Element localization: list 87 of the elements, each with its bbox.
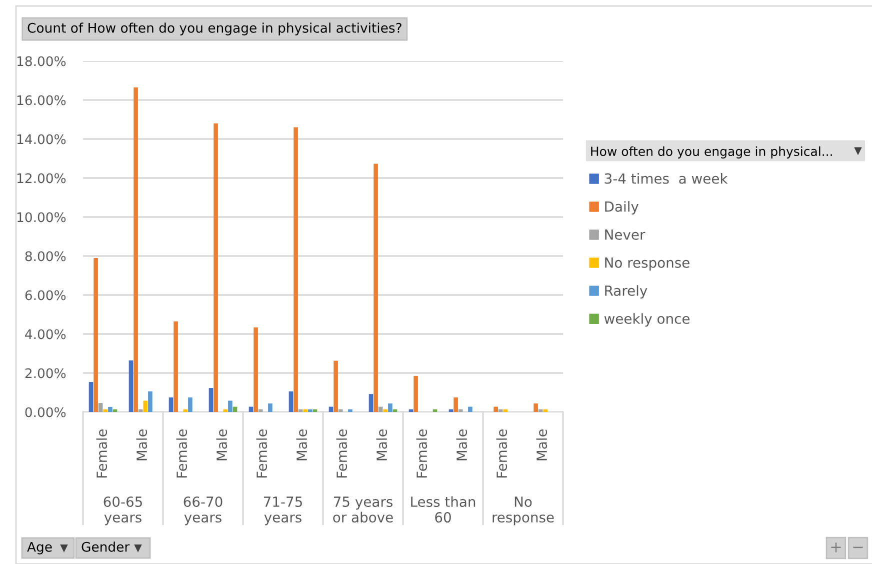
- bar: [258, 409, 263, 412]
- x-tick-label: Female: [496, 429, 508, 478]
- x-tick-label: Male: [536, 429, 548, 460]
- y-tick-label: 0.00%: [25, 407, 66, 418]
- x-tick-label: Female: [336, 429, 348, 478]
- bar: [148, 391, 152, 412]
- y-tick-label: 12.00%: [17, 173, 66, 184]
- text: 75 years or above: [333, 496, 393, 523]
- y-tick-label: 14.00%: [17, 134, 66, 144]
- y-tick-label: 18.00%: [17, 56, 66, 66]
- bar: [494, 406, 498, 412]
- bar: [538, 409, 543, 412]
- bar: [183, 409, 188, 412]
- bar: [303, 409, 308, 412]
- bar: [188, 397, 192, 412]
- bar: [88, 382, 94, 412]
- legend-title: How often do you engage in physical...: [591, 146, 832, 158]
- bar: [128, 360, 134, 412]
- bar: [254, 327, 258, 412]
- bar: [228, 400, 232, 412]
- bar: [143, 400, 148, 412]
- x-tick-label: Male: [376, 429, 388, 460]
- y-tick-label: 16.00%: [17, 95, 66, 106]
- bar: [348, 409, 352, 412]
- bar: [374, 164, 378, 412]
- bar: [383, 409, 388, 412]
- y-tick-label: 2.00%: [25, 368, 66, 378]
- bar: [108, 406, 112, 412]
- text: +: [831, 542, 841, 552]
- bar: [98, 403, 103, 412]
- text: 66-70 years: [184, 496, 222, 526]
- bar: [534, 403, 538, 412]
- legend-label: Rarely: [605, 285, 648, 299]
- bar: [103, 409, 108, 412]
- x-tick-label: Male: [216, 429, 228, 460]
- x-tick-label: Female: [176, 429, 188, 478]
- bar: [388, 403, 392, 412]
- bar: [298, 409, 303, 412]
- x-tick-label: Male: [136, 429, 148, 460]
- legend-label: 3-4 times a week: [604, 173, 728, 184]
- legend-label: No response: [605, 258, 690, 271]
- x-tick-label: Female: [256, 429, 268, 478]
- bar: [94, 258, 98, 412]
- text: Gender: [82, 542, 130, 552]
- chart-title: Count of How often do you engage in physical activities?: [28, 22, 402, 36]
- bar: [134, 87, 138, 412]
- bar: [458, 409, 463, 412]
- bar: [328, 406, 334, 412]
- bar: [468, 406, 472, 412]
- text: Age: [27, 542, 52, 554]
- text: 71-75 years: [264, 496, 302, 526]
- legend-label: weekly once: [604, 313, 690, 327]
- y-tick-label: 6.00%: [25, 290, 66, 300]
- bar: [503, 409, 508, 412]
- bar: [334, 360, 338, 412]
- bar: [308, 409, 312, 412]
- x-tick-label: Male: [456, 429, 468, 460]
- y-tick-label: 10.00%: [17, 212, 66, 222]
- y-tick-label: 4.00%: [25, 329, 66, 340]
- x-tick-label: Male: [296, 429, 308, 460]
- text: 60-65 years: [104, 496, 142, 526]
- bar: [138, 409, 143, 412]
- bar: [168, 397, 174, 412]
- bar: [248, 406, 254, 412]
- bar: [174, 321, 178, 412]
- text: No response: [492, 496, 554, 526]
- bar: [454, 397, 458, 412]
- bar: [214, 123, 218, 412]
- y-tick-label: 8.00%: [25, 251, 66, 262]
- text: Less than 60: [411, 496, 476, 523]
- bar: [232, 406, 238, 412]
- bar: [368, 394, 374, 412]
- bar: [268, 403, 272, 412]
- bar: [208, 388, 214, 412]
- bar: [294, 127, 298, 412]
- x-tick-label: Female: [416, 429, 428, 478]
- bar: [498, 409, 503, 412]
- bar: [414, 376, 418, 412]
- x-tick-label: Female: [96, 429, 108, 478]
- bar: [288, 391, 294, 412]
- legend-label: Never: [605, 230, 646, 240]
- bar: [378, 406, 383, 412]
- bar: [543, 409, 548, 412]
- text: −: [853, 546, 863, 548]
- bar: [223, 409, 228, 412]
- bar: [338, 409, 343, 412]
- legend-label: Daily: [605, 201, 639, 215]
